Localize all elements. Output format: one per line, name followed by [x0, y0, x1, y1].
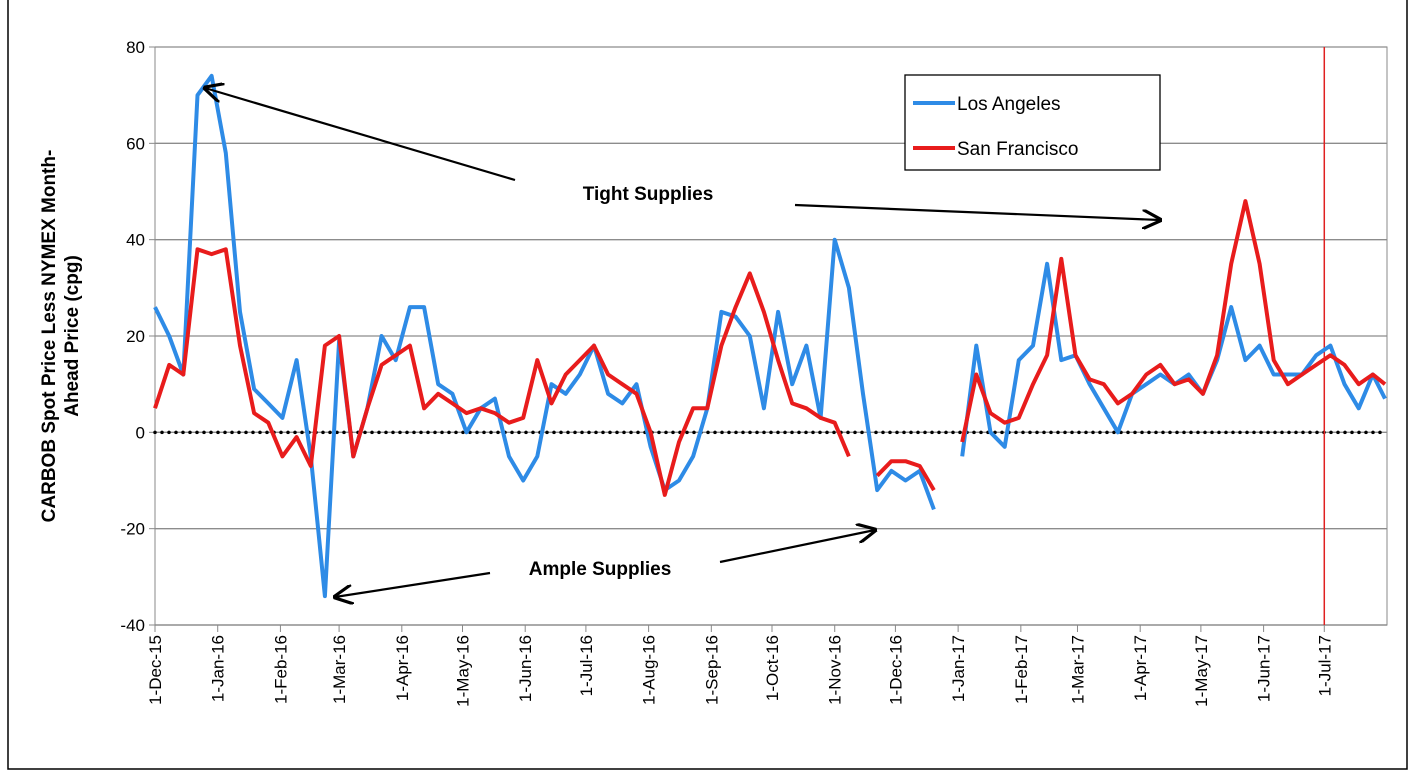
series-line [153, 199, 1387, 497]
frame [7, 0, 1408, 770]
x-tick-label: 1-Feb-16 [271, 635, 290, 704]
y-tick-label: 80 [126, 38, 145, 57]
x-tick-label: 1-Sep-16 [702, 635, 721, 705]
annotation: Tight Supplies [583, 184, 714, 205]
annotation: Ample Supplies [529, 559, 672, 580]
legend-label: San Francisco [957, 139, 1078, 160]
x-tick-label: 1-Apr-16 [393, 635, 412, 701]
y-tick-label: 60 [126, 134, 145, 153]
legend-label: Los Angeles [957, 94, 1061, 115]
x-tick-label: 1-Jun-16 [516, 635, 535, 702]
y-tick-label: 40 [126, 231, 145, 250]
x-tick-label: 1-Feb-17 [1012, 635, 1031, 704]
x-tick-label: 1-Mar-17 [1068, 635, 1087, 704]
y-tick-label: 20 [126, 327, 145, 346]
x-tick-label: 1-Jun-17 [1255, 635, 1274, 702]
y-tick-label: 0 [136, 423, 145, 442]
arrow [335, 571, 491, 597]
arrow [719, 530, 875, 564]
y-tick-label: -20 [120, 520, 145, 539]
x-tick-label: 1-Dec-16 [886, 635, 905, 705]
x-tick-label: 1-Dec-15 [146, 635, 165, 705]
x-tick-label: 1-May-16 [453, 635, 472, 707]
x-tick-label: 1-Jan-17 [949, 635, 968, 702]
annotation-arrows [205, 88, 1160, 597]
x-tick-label: 1-Apr-17 [1131, 635, 1150, 701]
x-tick-label: 1-May-17 [1192, 635, 1211, 707]
x-tick-label: 1-Mar-16 [330, 635, 349, 704]
x-tick-label: 1-Jul-17 [1315, 635, 1334, 696]
y-axis-label: CARBOB Spot Price Less NYMEX Month- [39, 150, 60, 523]
x-tick-label: 1-Aug-16 [640, 635, 659, 705]
arrow [794, 203, 1160, 220]
arrow [205, 88, 516, 182]
y-tick-label: -40 [120, 616, 145, 635]
y-axis-label: Ahead Price (cpg) [62, 255, 83, 417]
x-tick-label: 1-Oct-16 [763, 635, 782, 701]
legend-box [904, 74, 1161, 171]
plot-area: -40 -20 0 20 40 60 80 1-Dec-15 1-Jan-16 1-Feb-16 1… [120, 38, 1389, 707]
x-tick-label: 1-Jan-16 [209, 635, 228, 702]
x-tick-label: 1-Nov-16 [826, 635, 845, 705]
x-tick-label: 1-Jul-16 [577, 635, 596, 696]
